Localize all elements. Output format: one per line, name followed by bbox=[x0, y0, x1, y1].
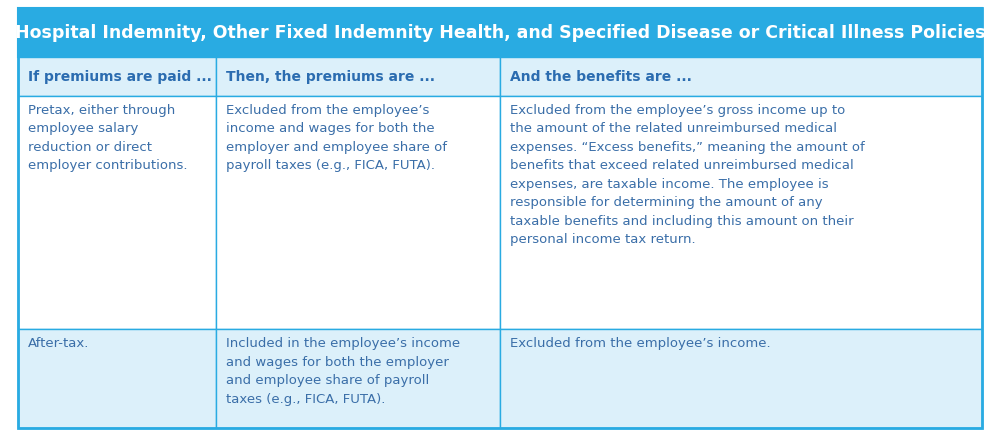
Text: Included in the employee’s income
and wages for both the employer
and employee s: Included in the employee’s income and wa… bbox=[226, 337, 460, 406]
Text: Excluded from the employee’s income.: Excluded from the employee’s income. bbox=[510, 337, 771, 350]
Text: Excluded from the employee’s gross income up to
the amount of the related unreim: Excluded from the employee’s gross incom… bbox=[510, 104, 865, 246]
Bar bbox=[18, 8, 982, 58]
Bar bbox=[18, 58, 216, 96]
Bar bbox=[500, 58, 982, 96]
Bar bbox=[216, 58, 500, 96]
Text: If premiums are paid ...: If premiums are paid ... bbox=[28, 70, 212, 84]
Text: Excluded from the employee’s
income and wages for both the
employer and employee: Excluded from the employee’s income and … bbox=[226, 104, 447, 173]
Bar bbox=[500, 329, 982, 428]
Bar bbox=[216, 96, 500, 329]
Text: And the benefits are ...: And the benefits are ... bbox=[510, 70, 692, 84]
Bar bbox=[216, 329, 500, 428]
Text: Then, the premiums are ...: Then, the premiums are ... bbox=[226, 70, 435, 84]
Bar bbox=[18, 329, 216, 428]
Bar bbox=[18, 96, 216, 329]
Text: Pretax, either through
employee salary
reduction or direct
employer contribution: Pretax, either through employee salary r… bbox=[28, 104, 188, 173]
Text: After-tax.: After-tax. bbox=[28, 337, 89, 350]
Bar bbox=[500, 96, 982, 329]
Text: Hospital Indemnity, Other Fixed Indemnity Health, and Specified Disease or Criti: Hospital Indemnity, Other Fixed Indemnit… bbox=[15, 24, 985, 42]
